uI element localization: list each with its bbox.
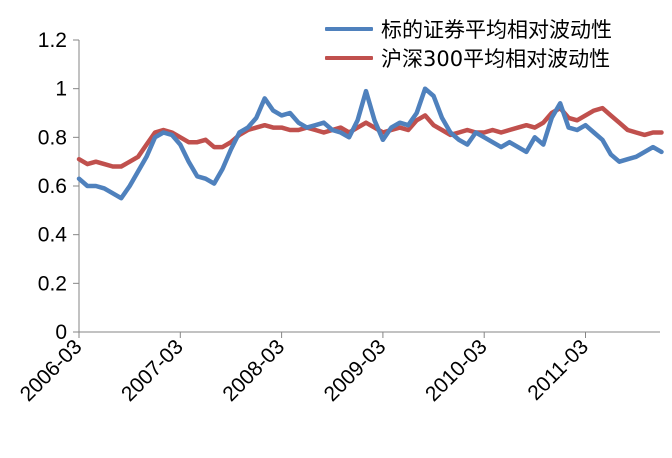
y-tick-label: 0.2 <box>38 272 67 295</box>
y-tick-label: 1.2 <box>38 29 67 52</box>
legend: 标的证券平均相对波动性 沪深300平均相对波动性 <box>325 14 612 72</box>
series-line-0 <box>76 86 664 201</box>
y-tick-label: 0.4 <box>38 224 68 247</box>
legend-swatch <box>325 26 373 31</box>
x-tick-label: 2011-03 <box>523 335 593 405</box>
x-tick-label: 2010-03 <box>421 335 492 406</box>
legend-item-0: 标的证券平均相对波动性 <box>325 14 612 43</box>
legend-label: 沪深300平均相对波动性 <box>381 46 611 71</box>
x-tick-label: 2009-03 <box>320 335 391 406</box>
y-tick-label: 0.8 <box>38 126 67 149</box>
legend-label: 标的证券平均相对波动性 <box>381 17 612 42</box>
x-tick-label: 2006-03 <box>16 335 87 406</box>
x-tick-label: 2008-03 <box>218 335 289 406</box>
y-tick-label: 0 <box>55 321 67 344</box>
x-tick-label: 2007-03 <box>117 335 188 406</box>
legend-swatch <box>325 55 373 60</box>
y-tick-label: 1 <box>55 78 67 101</box>
y-tick-label: 0.6 <box>38 175 67 198</box>
series-line-1 <box>76 105 664 169</box>
legend-item-1: 沪深300平均相对波动性 <box>325 43 612 72</box>
